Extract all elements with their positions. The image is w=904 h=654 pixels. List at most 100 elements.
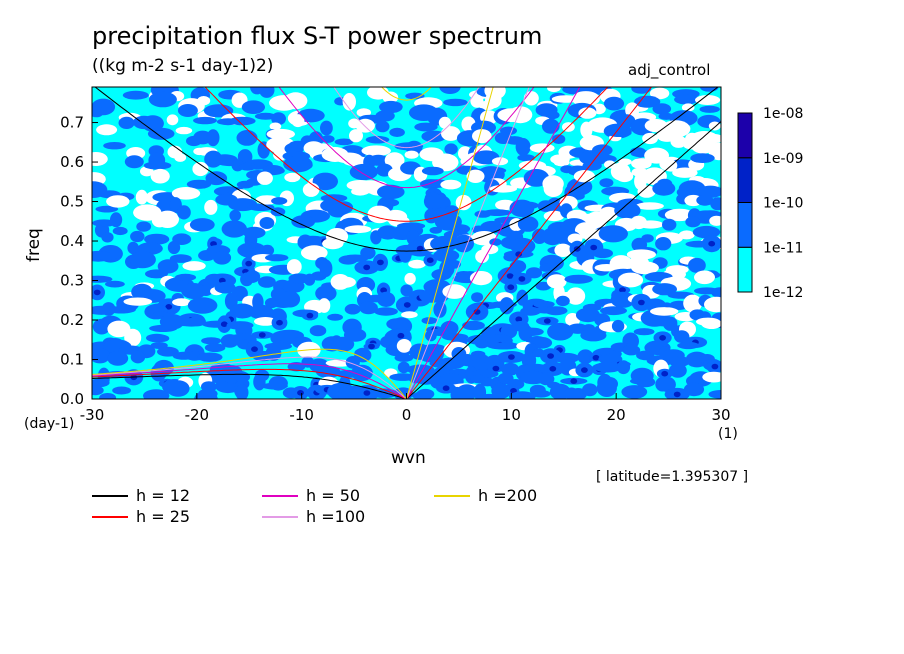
heatmap-blob — [455, 194, 472, 211]
heatmap-blob — [652, 181, 676, 196]
heatmap-blob — [159, 314, 185, 330]
heatmap-blob — [547, 87, 561, 93]
heatmap-blob — [351, 187, 370, 196]
heatmap-blob — [92, 385, 104, 396]
heatmap-blob — [637, 185, 656, 198]
heatmap-blob — [166, 114, 179, 126]
heatmap-blob — [301, 245, 328, 261]
heatmap-blob — [141, 115, 164, 132]
heatmap-blob — [269, 122, 282, 131]
y-tick-label: 0.2 — [60, 311, 84, 329]
heatmap-blob — [564, 274, 593, 284]
heatmap-blob — [166, 380, 190, 397]
heatmap-blob — [154, 334, 170, 342]
chart-title: precipitation flux S-T power spectrum — [92, 22, 543, 50]
gravity-wave-curve — [204, 87, 609, 222]
heatmap-blob — [652, 103, 672, 115]
heatmap-blob — [101, 232, 114, 243]
heatmap-blob — [508, 391, 536, 399]
heatmap-blob — [148, 91, 177, 108]
heatmap-blob — [544, 306, 568, 316]
heatmap-blob — [518, 324, 533, 342]
y-axis-units: (day-1) — [24, 416, 75, 432]
heatmap-blob — [414, 122, 438, 132]
heatmap-blob — [182, 261, 206, 271]
colorbar-label: 1e-11 — [763, 240, 803, 256]
y-tick-label: 0.3 — [60, 272, 84, 290]
heatmap-blob — [432, 153, 459, 172]
heatmap-blob — [236, 130, 258, 146]
heatmap-blob — [631, 158, 652, 170]
y-tick-label: 0.7 — [60, 114, 84, 132]
heatmap-blob — [302, 182, 320, 197]
heatmap-blob — [554, 243, 572, 257]
heatmap-blob — [614, 202, 641, 219]
heatmap-blob-strong — [661, 370, 669, 377]
heatmap-blob — [697, 185, 721, 198]
legend-label: h = 12 — [136, 486, 191, 505]
heatmap-blob — [344, 303, 361, 315]
colorbar-label: 1e-08 — [763, 106, 803, 122]
heatmap-blob — [197, 352, 223, 362]
heatmap-blob — [92, 152, 108, 166]
legend-label: h = 50 — [306, 486, 361, 505]
heatmap-blob — [105, 280, 125, 288]
heatmap-blob — [143, 389, 170, 399]
heatmap-blob — [677, 341, 700, 350]
heatmap-blob — [92, 219, 116, 227]
heatmap-blob — [600, 306, 627, 316]
heatmap-blob — [349, 163, 378, 181]
heatmap-blob-strong — [506, 273, 514, 279]
heatmap-blob — [174, 273, 197, 281]
heatmap-blob — [258, 276, 276, 288]
heatmap-blob — [578, 107, 597, 119]
colorbar-segment — [737, 157, 753, 203]
heatmap-blob — [359, 301, 378, 315]
heatmap-blob — [475, 249, 489, 264]
heatmap-blob — [203, 104, 234, 118]
heatmap-blob — [603, 96, 625, 111]
x-axis-label: wvn — [391, 448, 426, 468]
heatmap-blob-strong — [363, 390, 371, 396]
heatmap-blob — [659, 376, 676, 393]
heatmap-blob — [678, 230, 695, 240]
heatmap-blob — [112, 226, 128, 236]
heatmap-blob-strong — [368, 343, 375, 350]
heatmap-blob — [271, 197, 288, 205]
heatmap-blob — [485, 92, 502, 109]
heatmap-blob — [598, 225, 628, 243]
heatmap-blob — [157, 259, 179, 274]
heatmap-blob — [341, 254, 369, 262]
legend-label: h =200 — [478, 486, 538, 505]
heatmap-blob — [129, 251, 156, 269]
kelvin-curve — [406, 121, 721, 399]
heatmap-blob — [433, 301, 447, 318]
colorbar-segment — [737, 112, 753, 159]
heatmap-blob — [708, 390, 721, 399]
heatmap-blob — [265, 254, 289, 262]
colorbar-label: 1e-10 — [763, 196, 803, 212]
heatmap-blob — [533, 300, 555, 308]
heatmap-blob — [531, 390, 551, 398]
heatmap-blob — [356, 108, 371, 117]
heatmap-blob — [92, 252, 119, 261]
heatmap-blob — [106, 195, 130, 208]
heatmap-blob — [444, 143, 458, 155]
heatmap-blob — [312, 172, 338, 191]
heatmap-blob — [266, 128, 295, 140]
legend-label: h =100 — [306, 507, 366, 526]
heatmap-blob — [400, 284, 413, 297]
heatmap-blob — [188, 316, 206, 327]
heatmap-blob — [622, 344, 641, 356]
heatmap-blob — [543, 180, 563, 197]
heatmap-blob — [344, 225, 372, 234]
heatmap-blob — [174, 153, 187, 162]
heatmap-blob — [319, 259, 333, 278]
colorbar-label: 1e-12 — [763, 285, 803, 301]
heatmap-blob — [271, 112, 286, 126]
heatmap-blob — [443, 98, 468, 107]
heatmap-blob-strong — [220, 321, 228, 328]
heatmap-blob — [186, 179, 212, 189]
heatmap-blob — [489, 185, 518, 193]
